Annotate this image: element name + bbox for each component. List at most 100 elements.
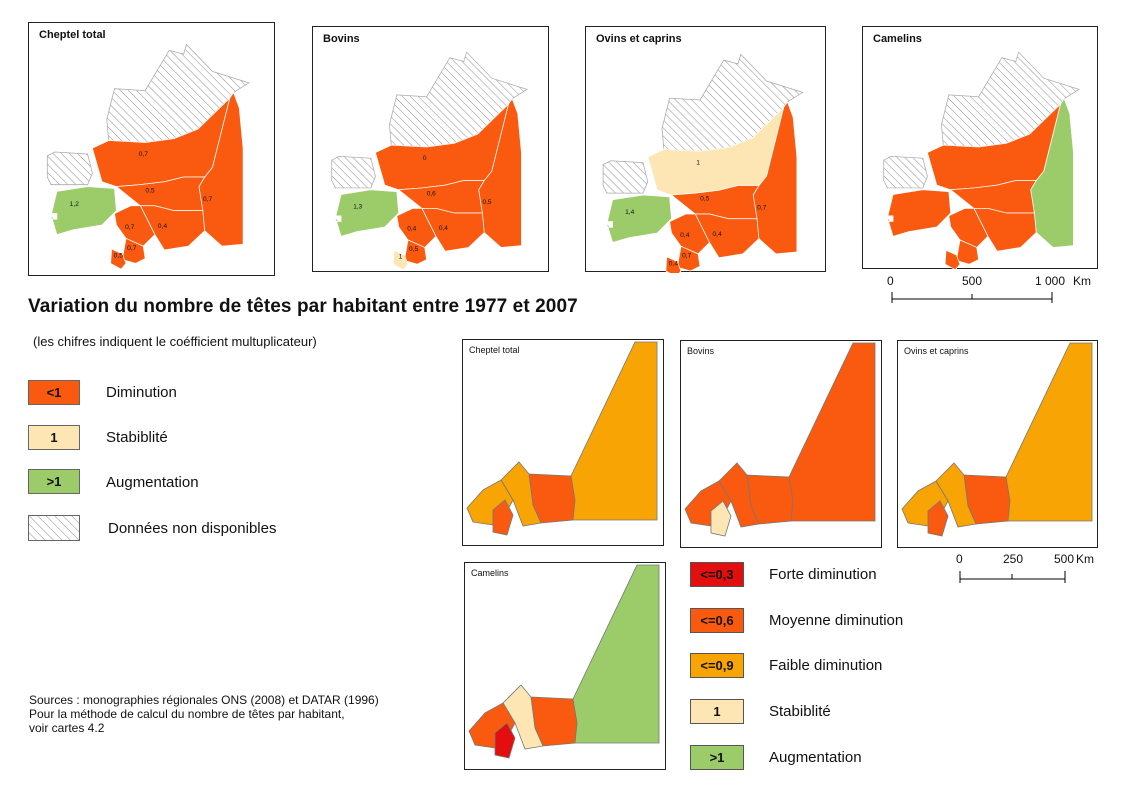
coef-label-adrar: 0,7 xyxy=(139,151,149,158)
legend-label: Diminution xyxy=(106,384,177,401)
region-guidi xyxy=(665,256,682,273)
page-subtitle: (les chifres indiquent le coéfficient mu… xyxy=(33,334,317,349)
legend-label: Moyenne diminution xyxy=(769,612,904,629)
scale-tick-label: 500 xyxy=(1054,552,1075,566)
map-panel-bovins: 0,5 0 1,3 0,6 0,4 0,4 0,5 1 Bovins xyxy=(312,26,549,272)
region-mid xyxy=(502,684,544,750)
region-assaba xyxy=(694,213,760,259)
legend-label: Augmentation xyxy=(769,749,862,766)
map-panel-small-cheptel-total: Cheptel total xyxy=(462,339,664,546)
map-panel-small-camelins: Camelins xyxy=(464,562,666,770)
legend-swatch-augmentation: >1 xyxy=(28,469,80,494)
scale-bar-1: 0 500 1 000 Km xyxy=(880,272,1091,312)
region-dakhlet xyxy=(606,221,613,228)
scale-tick-label: 0 xyxy=(887,274,894,288)
map-small-bovins xyxy=(684,342,876,537)
region-guidi xyxy=(110,248,127,270)
map-panel-small-bovins: Bovins xyxy=(680,340,882,548)
scale-bar-2: 0 250 500 Km xyxy=(950,550,1100,588)
region-nouad xyxy=(46,151,93,186)
sources-line: Sources : monographies régionales ONS (2… xyxy=(29,693,379,707)
region-south xyxy=(494,722,516,759)
region-assaba xyxy=(973,208,1037,252)
map-title: Camelins xyxy=(873,33,922,45)
region-hodh xyxy=(570,341,658,521)
coef-label-trarza: 1,3 xyxy=(353,203,362,210)
legend-label: Faible diminution xyxy=(769,657,883,674)
legend-label: Forte diminution xyxy=(769,566,877,583)
coef-label-guidi: 1 xyxy=(399,254,403,261)
coef-label-gorgol: 0,5 xyxy=(409,246,418,253)
region-assaba xyxy=(139,205,206,251)
region-mid xyxy=(935,462,977,528)
coef-label-trarza: 1,4 xyxy=(625,209,635,216)
map-panel-camelins: Camelins xyxy=(862,26,1098,270)
coef-label-adrar: 1 xyxy=(696,160,700,167)
legend-swatch-stabilite: 1 xyxy=(690,699,744,724)
coef-label-tagant: 0,6 xyxy=(427,190,436,197)
coef-label-tagant: 0,5 xyxy=(145,187,155,194)
map-title: Cheptel total xyxy=(39,29,106,41)
scale-tick-label: 0 xyxy=(956,552,963,566)
region-hodh xyxy=(1005,342,1093,522)
map-panel-ovins-caprins: 0,7 1 1,4 0,5 0,4 0,4 0,7 0,4 Ovins et caprins xyxy=(585,26,826,273)
map-small-camelins xyxy=(468,564,660,759)
map-title: Cheptel total xyxy=(469,345,520,355)
scale-tick-label: 250 xyxy=(1003,552,1024,566)
coef-label-brakna: 0,7 xyxy=(125,224,135,231)
region-dakhlet xyxy=(50,213,58,220)
region-south xyxy=(492,499,514,536)
sources-line: Pour la méthode de calcul du nombre de t… xyxy=(29,707,345,721)
region-dakhlet xyxy=(887,215,894,222)
scale-tick-label: 500 xyxy=(962,274,983,288)
legend-swatch-diminution: <1 xyxy=(28,380,80,405)
map-small-ovins-caprins xyxy=(901,342,1093,537)
scale-tick-label: 1 000 xyxy=(1035,274,1066,288)
map-title: Camelins xyxy=(471,568,509,578)
coef-label-gorgol: 0,7 xyxy=(682,253,692,260)
map-small-cheptel-total xyxy=(466,341,658,536)
region-nouad xyxy=(602,160,649,194)
coef-label-assaba: 0,4 xyxy=(712,231,722,238)
region-brakna xyxy=(114,205,156,247)
map-cheptel-total: 0,70,71,20,50,40,70,70,5 xyxy=(46,43,250,270)
scale-unit: Km xyxy=(1073,274,1091,288)
region-brakna xyxy=(669,213,710,255)
region-brakna xyxy=(396,208,437,248)
map-title: Bovins xyxy=(687,346,715,356)
legend-label: Stabiblité xyxy=(106,429,168,446)
coef-label-tagant: 0,5 xyxy=(700,196,710,203)
map-bovins: 0,5 0 1,3 0,6 0,4 0,4 0,5 1 xyxy=(331,51,528,271)
coef-label-trarza: 1,2 xyxy=(69,201,79,208)
region-brakna xyxy=(948,208,989,248)
region-trarza xyxy=(335,189,400,237)
coef-label-adrar: 0 xyxy=(423,155,427,162)
map-title: Ovins et caprins xyxy=(904,346,969,356)
legend-label: Stabiblité xyxy=(769,703,831,720)
coef-label-hodh_e: 0,7 xyxy=(203,196,213,203)
region-guidi xyxy=(392,249,409,271)
region-trarza xyxy=(887,189,952,237)
region-mid xyxy=(500,461,542,527)
legend-swatch-moyenne: <=0,6 xyxy=(690,608,744,633)
map-panel-small-ovins-caprins: Ovins et caprins xyxy=(897,340,1098,548)
legend-label: Augmentation xyxy=(106,474,199,491)
map-camelins xyxy=(883,51,1080,270)
coef-label-guidi: 0,4 xyxy=(669,260,679,267)
scale-unit: Km xyxy=(1076,552,1094,566)
coef-label-brakna: 0,4 xyxy=(680,232,690,239)
legend-swatch-forte: <=0,3 xyxy=(690,562,744,587)
region-dakhlet xyxy=(335,215,342,222)
region-guidi xyxy=(944,249,961,270)
legend-swatch-augmentation: >1 xyxy=(690,745,744,770)
coef-label-assaba: 0,4 xyxy=(158,223,168,230)
region-mid xyxy=(718,462,760,528)
region-trarza xyxy=(606,194,672,243)
region-south xyxy=(927,500,949,537)
coef-label-hodh_e: 0,5 xyxy=(483,199,492,206)
region-hodh xyxy=(572,564,660,744)
legend-swatch-stabilite: 1 xyxy=(28,425,80,450)
region-nouad xyxy=(883,155,928,189)
region-south xyxy=(710,500,732,537)
coef-label-brakna: 0,4 xyxy=(407,226,416,233)
